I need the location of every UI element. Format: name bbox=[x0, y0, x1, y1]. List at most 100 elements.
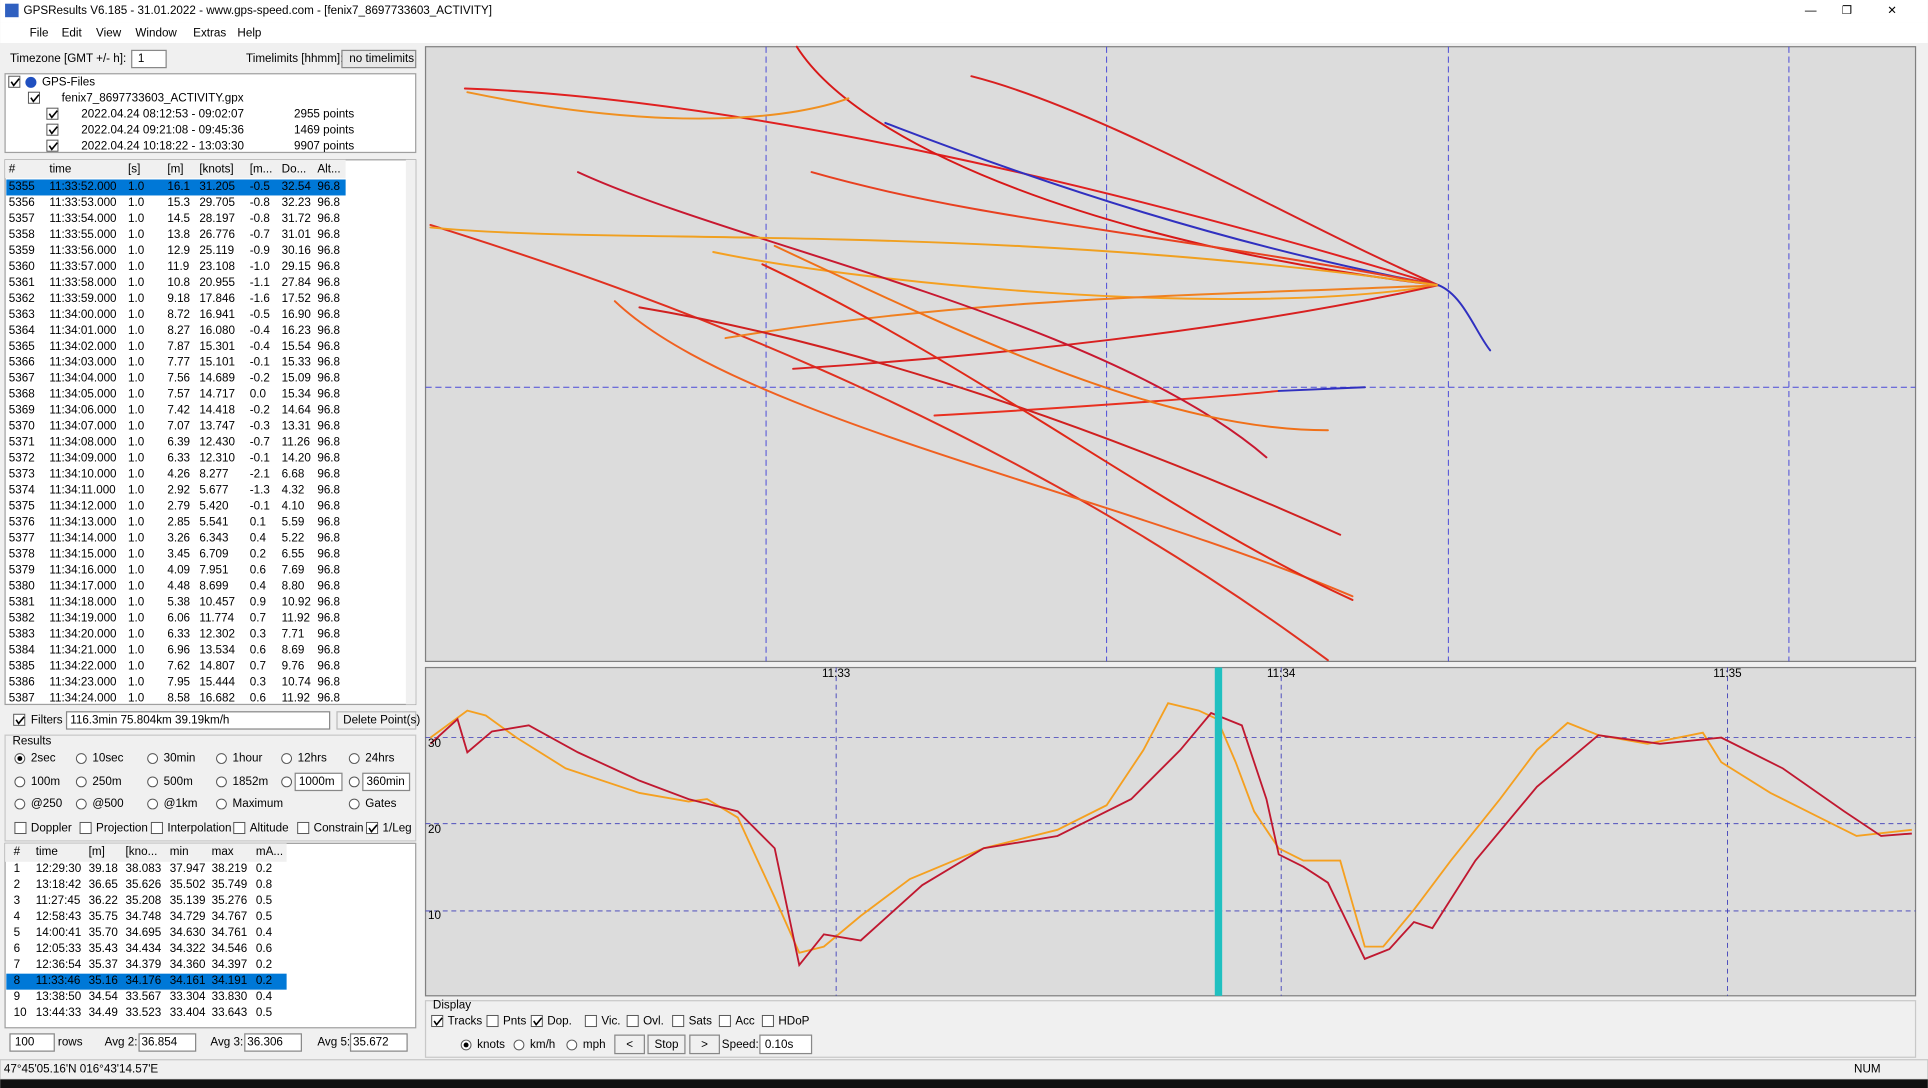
option-label[interactable]: @1km bbox=[164, 797, 198, 810]
checkbox[interactable] bbox=[366, 821, 379, 835]
radio[interactable] bbox=[281, 776, 293, 788]
option-label[interactable]: @250 bbox=[31, 797, 63, 810]
option-label[interactable]: 1000m bbox=[299, 775, 335, 788]
input[interactable] bbox=[362, 772, 411, 792]
unit-label[interactable]: knots bbox=[477, 1038, 505, 1051]
input[interactable] bbox=[9, 1033, 55, 1052]
check-label[interactable]: Ovl. bbox=[643, 1015, 664, 1028]
check-label[interactable]: Constrain bbox=[314, 822, 364, 835]
radio[interactable] bbox=[216, 798, 227, 810]
radio[interactable] bbox=[14, 798, 26, 810]
checkbox[interactable] bbox=[486, 1014, 499, 1028]
checkbox[interactable] bbox=[530, 1014, 543, 1028]
option-label[interactable]: 1hour bbox=[233, 752, 263, 765]
checkbox[interactable] bbox=[46, 107, 59, 120]
menu-item[interactable]: Edit bbox=[62, 26, 83, 39]
check-label[interactable]: Doppler bbox=[31, 822, 72, 835]
scrollbar[interactable] bbox=[405, 159, 416, 705]
radio[interactable] bbox=[281, 753, 293, 764]
radio[interactable] bbox=[14, 776, 26, 788]
option-label[interactable]: 24hrs bbox=[365, 752, 394, 765]
checkbox[interactable] bbox=[8, 75, 21, 88]
checkbox[interactable] bbox=[233, 821, 246, 835]
checkbox[interactable] bbox=[718, 1014, 731, 1028]
radio[interactable] bbox=[75, 753, 87, 764]
button[interactable] bbox=[647, 1034, 686, 1055]
timelimits-button[interactable]: no timelimits bbox=[349, 52, 414, 65]
radio[interactable] bbox=[566, 1039, 578, 1051]
option-label[interactable]: 2sec bbox=[31, 752, 56, 765]
check-label[interactable]: Projection bbox=[96, 822, 148, 835]
check-label[interactable]: Vic. bbox=[601, 1015, 620, 1028]
check-label[interactable]: Acc bbox=[735, 1015, 755, 1028]
checkbox[interactable] bbox=[626, 1014, 639, 1028]
close-button[interactable]: ✕ bbox=[1887, 4, 1897, 17]
check-label[interactable]: Pnts bbox=[503, 1015, 526, 1028]
check-label[interactable]: 1/Leg bbox=[383, 822, 412, 835]
menu-item[interactable]: Help bbox=[237, 26, 261, 39]
menu-item[interactable]: File bbox=[30, 26, 49, 39]
radio[interactable] bbox=[147, 776, 159, 788]
maximize-button[interactable]: ❐ bbox=[1842, 4, 1853, 17]
option-label[interactable]: 360min bbox=[367, 775, 405, 788]
check-label[interactable]: Sats bbox=[689, 1015, 712, 1028]
checkbox[interactable] bbox=[13, 713, 26, 726]
unit-label[interactable]: mph bbox=[583, 1038, 606, 1051]
option-label[interactable]: Maximum bbox=[233, 797, 284, 810]
unit-label[interactable]: km/h bbox=[530, 1038, 555, 1051]
option-label[interactable]: 100m bbox=[31, 775, 60, 788]
checkbox[interactable] bbox=[672, 1014, 685, 1028]
button[interactable] bbox=[341, 49, 417, 69]
control-button[interactable]: Stop bbox=[654, 1038, 678, 1051]
option-label[interactable]: @500 bbox=[92, 797, 124, 810]
checkbox[interactable] bbox=[46, 139, 59, 152]
option-label[interactable]: 30min bbox=[164, 752, 196, 765]
input[interactable] bbox=[759, 1034, 813, 1055]
check-label[interactable]: Dop. bbox=[547, 1015, 572, 1028]
option-label[interactable]: 1852m bbox=[233, 775, 269, 788]
checkbox[interactable] bbox=[584, 1014, 597, 1028]
control-button[interactable]: > bbox=[701, 1038, 708, 1051]
option-label[interactable]: 250m bbox=[92, 775, 121, 788]
speed-input[interactable]: 0.10s bbox=[765, 1038, 794, 1051]
check-label[interactable]: Interpolation bbox=[167, 822, 231, 835]
button[interactable] bbox=[689, 1034, 720, 1055]
radio[interactable] bbox=[348, 798, 360, 810]
radio[interactable] bbox=[348, 753, 360, 764]
minimize-button[interactable]: — bbox=[1805, 4, 1817, 17]
radio[interactable] bbox=[75, 798, 87, 810]
delete-button[interactable]: Delete Point(s) bbox=[343, 713, 420, 726]
option-label[interactable]: 500m bbox=[164, 775, 193, 788]
checkbox[interactable] bbox=[297, 821, 310, 835]
button[interactable] bbox=[336, 711, 417, 730]
radio[interactable] bbox=[147, 798, 159, 810]
checkbox[interactable] bbox=[27, 91, 40, 104]
option-label[interactable]: 10sec bbox=[92, 752, 123, 765]
check-label[interactable]: HDoP bbox=[778, 1015, 809, 1028]
option-label[interactable]: 12hrs bbox=[298, 752, 327, 765]
checkbox[interactable] bbox=[46, 123, 59, 136]
input[interactable] bbox=[131, 49, 167, 69]
check-label[interactable]: Altitude bbox=[250, 822, 289, 835]
rows-input[interactable]: 100 bbox=[15, 1036, 35, 1049]
checkbox[interactable] bbox=[431, 1014, 444, 1028]
option-label[interactable]: Gates bbox=[365, 797, 396, 810]
checkbox[interactable] bbox=[150, 821, 163, 835]
button[interactable] bbox=[614, 1034, 645, 1055]
checkbox[interactable] bbox=[79, 821, 92, 835]
checkbox[interactable] bbox=[761, 1014, 774, 1028]
menu-item[interactable]: Extras bbox=[193, 26, 226, 39]
radio[interactable] bbox=[147, 753, 159, 764]
menu-item[interactable]: View bbox=[96, 26, 122, 39]
radio[interactable] bbox=[216, 776, 227, 788]
cursor[interactable] bbox=[1214, 667, 1223, 996]
radio[interactable] bbox=[348, 776, 360, 788]
input[interactable] bbox=[294, 772, 343, 792]
radio[interactable] bbox=[513, 1039, 525, 1051]
checkbox[interactable] bbox=[14, 821, 27, 835]
check-label[interactable]: Tracks bbox=[448, 1015, 483, 1028]
control-button[interactable]: < bbox=[626, 1038, 633, 1051]
radio[interactable] bbox=[216, 753, 227, 764]
radio[interactable] bbox=[75, 776, 87, 788]
menu-item[interactable]: Window bbox=[135, 26, 177, 39]
